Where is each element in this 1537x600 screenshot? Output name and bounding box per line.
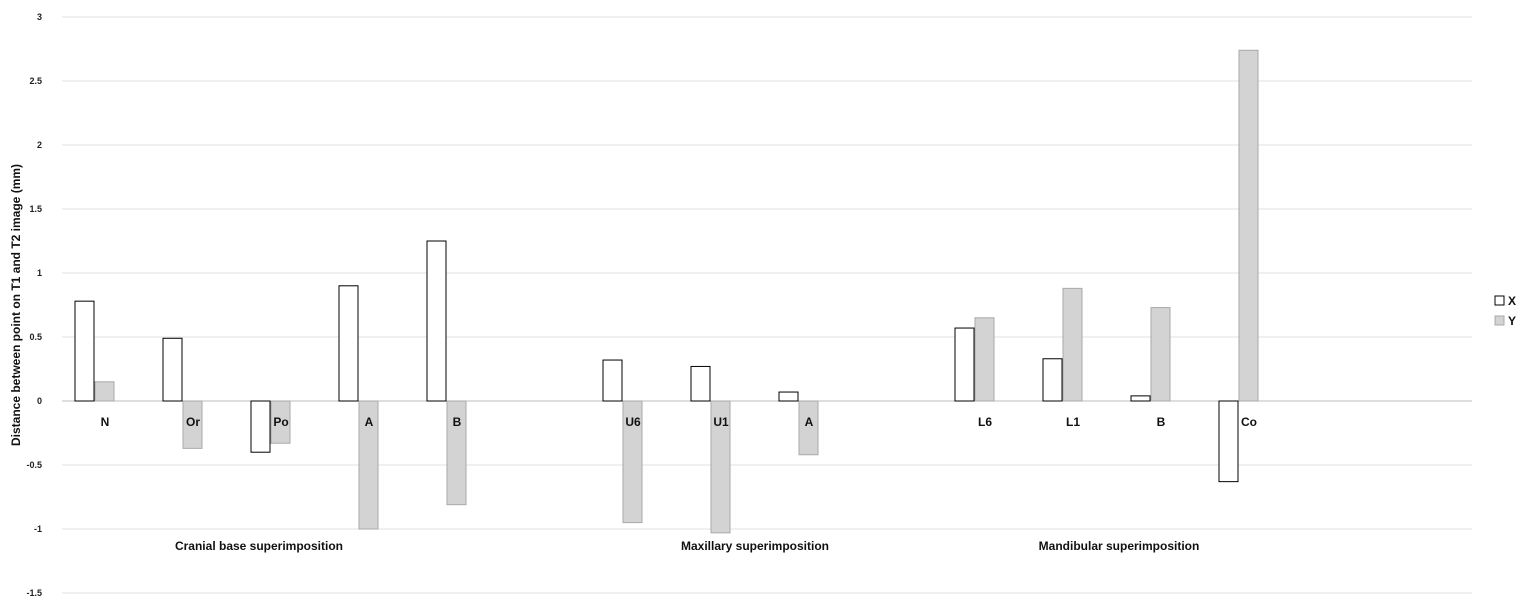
bar-x xyxy=(74,300,95,402)
bar-y xyxy=(446,400,467,506)
y-tick-label: -1 xyxy=(34,524,42,534)
bar-y xyxy=(182,400,203,449)
bar-y xyxy=(270,400,291,444)
y-axis-ticks: -1.5 -1 -0.5 0 0.5 1 1.5 2 2.5 3 xyxy=(26,12,42,598)
group-label: Cranial base superimposition xyxy=(175,539,343,553)
bar-y xyxy=(974,317,995,402)
y-tick-label: -1.5 xyxy=(26,588,42,598)
y-axis-title: Distance between point on T1 and T2 imag… xyxy=(9,164,23,446)
bar-y xyxy=(1150,307,1171,402)
bar-x xyxy=(954,327,975,402)
gridlines xyxy=(62,16,1472,594)
bar-x xyxy=(426,240,447,402)
y-tick-label: 2.5 xyxy=(29,76,42,86)
category-label: Co xyxy=(1241,415,1257,429)
category-label: U1 xyxy=(713,415,729,429)
legend-label-y: Y xyxy=(1508,314,1516,328)
y-tick-label: -0.5 xyxy=(26,460,42,470)
bar-x xyxy=(162,337,183,402)
category-label: A xyxy=(365,415,374,429)
y-tick-label: 2 xyxy=(37,140,42,150)
bar-y xyxy=(710,400,731,534)
bar-x xyxy=(1218,400,1239,483)
bar-x xyxy=(778,391,799,402)
category-label: B xyxy=(453,415,462,429)
category-labels: N Or Po A B U6 U1 A L6 L1 B Co xyxy=(101,415,1257,429)
category-label: Po xyxy=(273,415,288,429)
bar-x xyxy=(690,365,711,402)
y-tick-label: 1 xyxy=(37,268,42,278)
bar-y xyxy=(798,400,819,456)
group-label: Maxillary superimposition xyxy=(681,539,829,553)
legend-swatch-x xyxy=(1494,295,1505,306)
bar-x xyxy=(602,359,623,402)
bar-y xyxy=(1238,49,1259,402)
category-label: L1 xyxy=(1066,415,1080,429)
y-tick-label: 0.5 xyxy=(29,332,42,342)
bar-y xyxy=(622,400,643,524)
bar-x xyxy=(338,285,359,402)
bar-x xyxy=(250,400,271,453)
category-label: A xyxy=(805,415,814,429)
category-label: U6 xyxy=(625,415,641,429)
legend-swatch-y xyxy=(1494,315,1505,326)
category-label: L6 xyxy=(978,415,992,429)
group-labels: Cranial base superimposition Maxillary su… xyxy=(175,539,1199,553)
category-label: B xyxy=(1157,415,1166,429)
bar-x xyxy=(1042,358,1063,402)
bar-x xyxy=(1130,395,1151,402)
y-tick-label: 0 xyxy=(37,396,42,406)
bar-y xyxy=(1062,287,1083,402)
group-label: Mandibular superimposition xyxy=(1039,539,1200,553)
bar-y xyxy=(358,400,379,530)
y-tick-label: 3 xyxy=(37,12,42,22)
category-label: N xyxy=(101,415,110,429)
category-label: Or xyxy=(186,415,200,429)
bars xyxy=(74,49,1259,534)
legend: XY xyxy=(1494,294,1516,328)
y-tick-label: 1.5 xyxy=(29,204,42,214)
bar-y xyxy=(94,381,115,402)
legend-label-x: X xyxy=(1508,294,1516,308)
